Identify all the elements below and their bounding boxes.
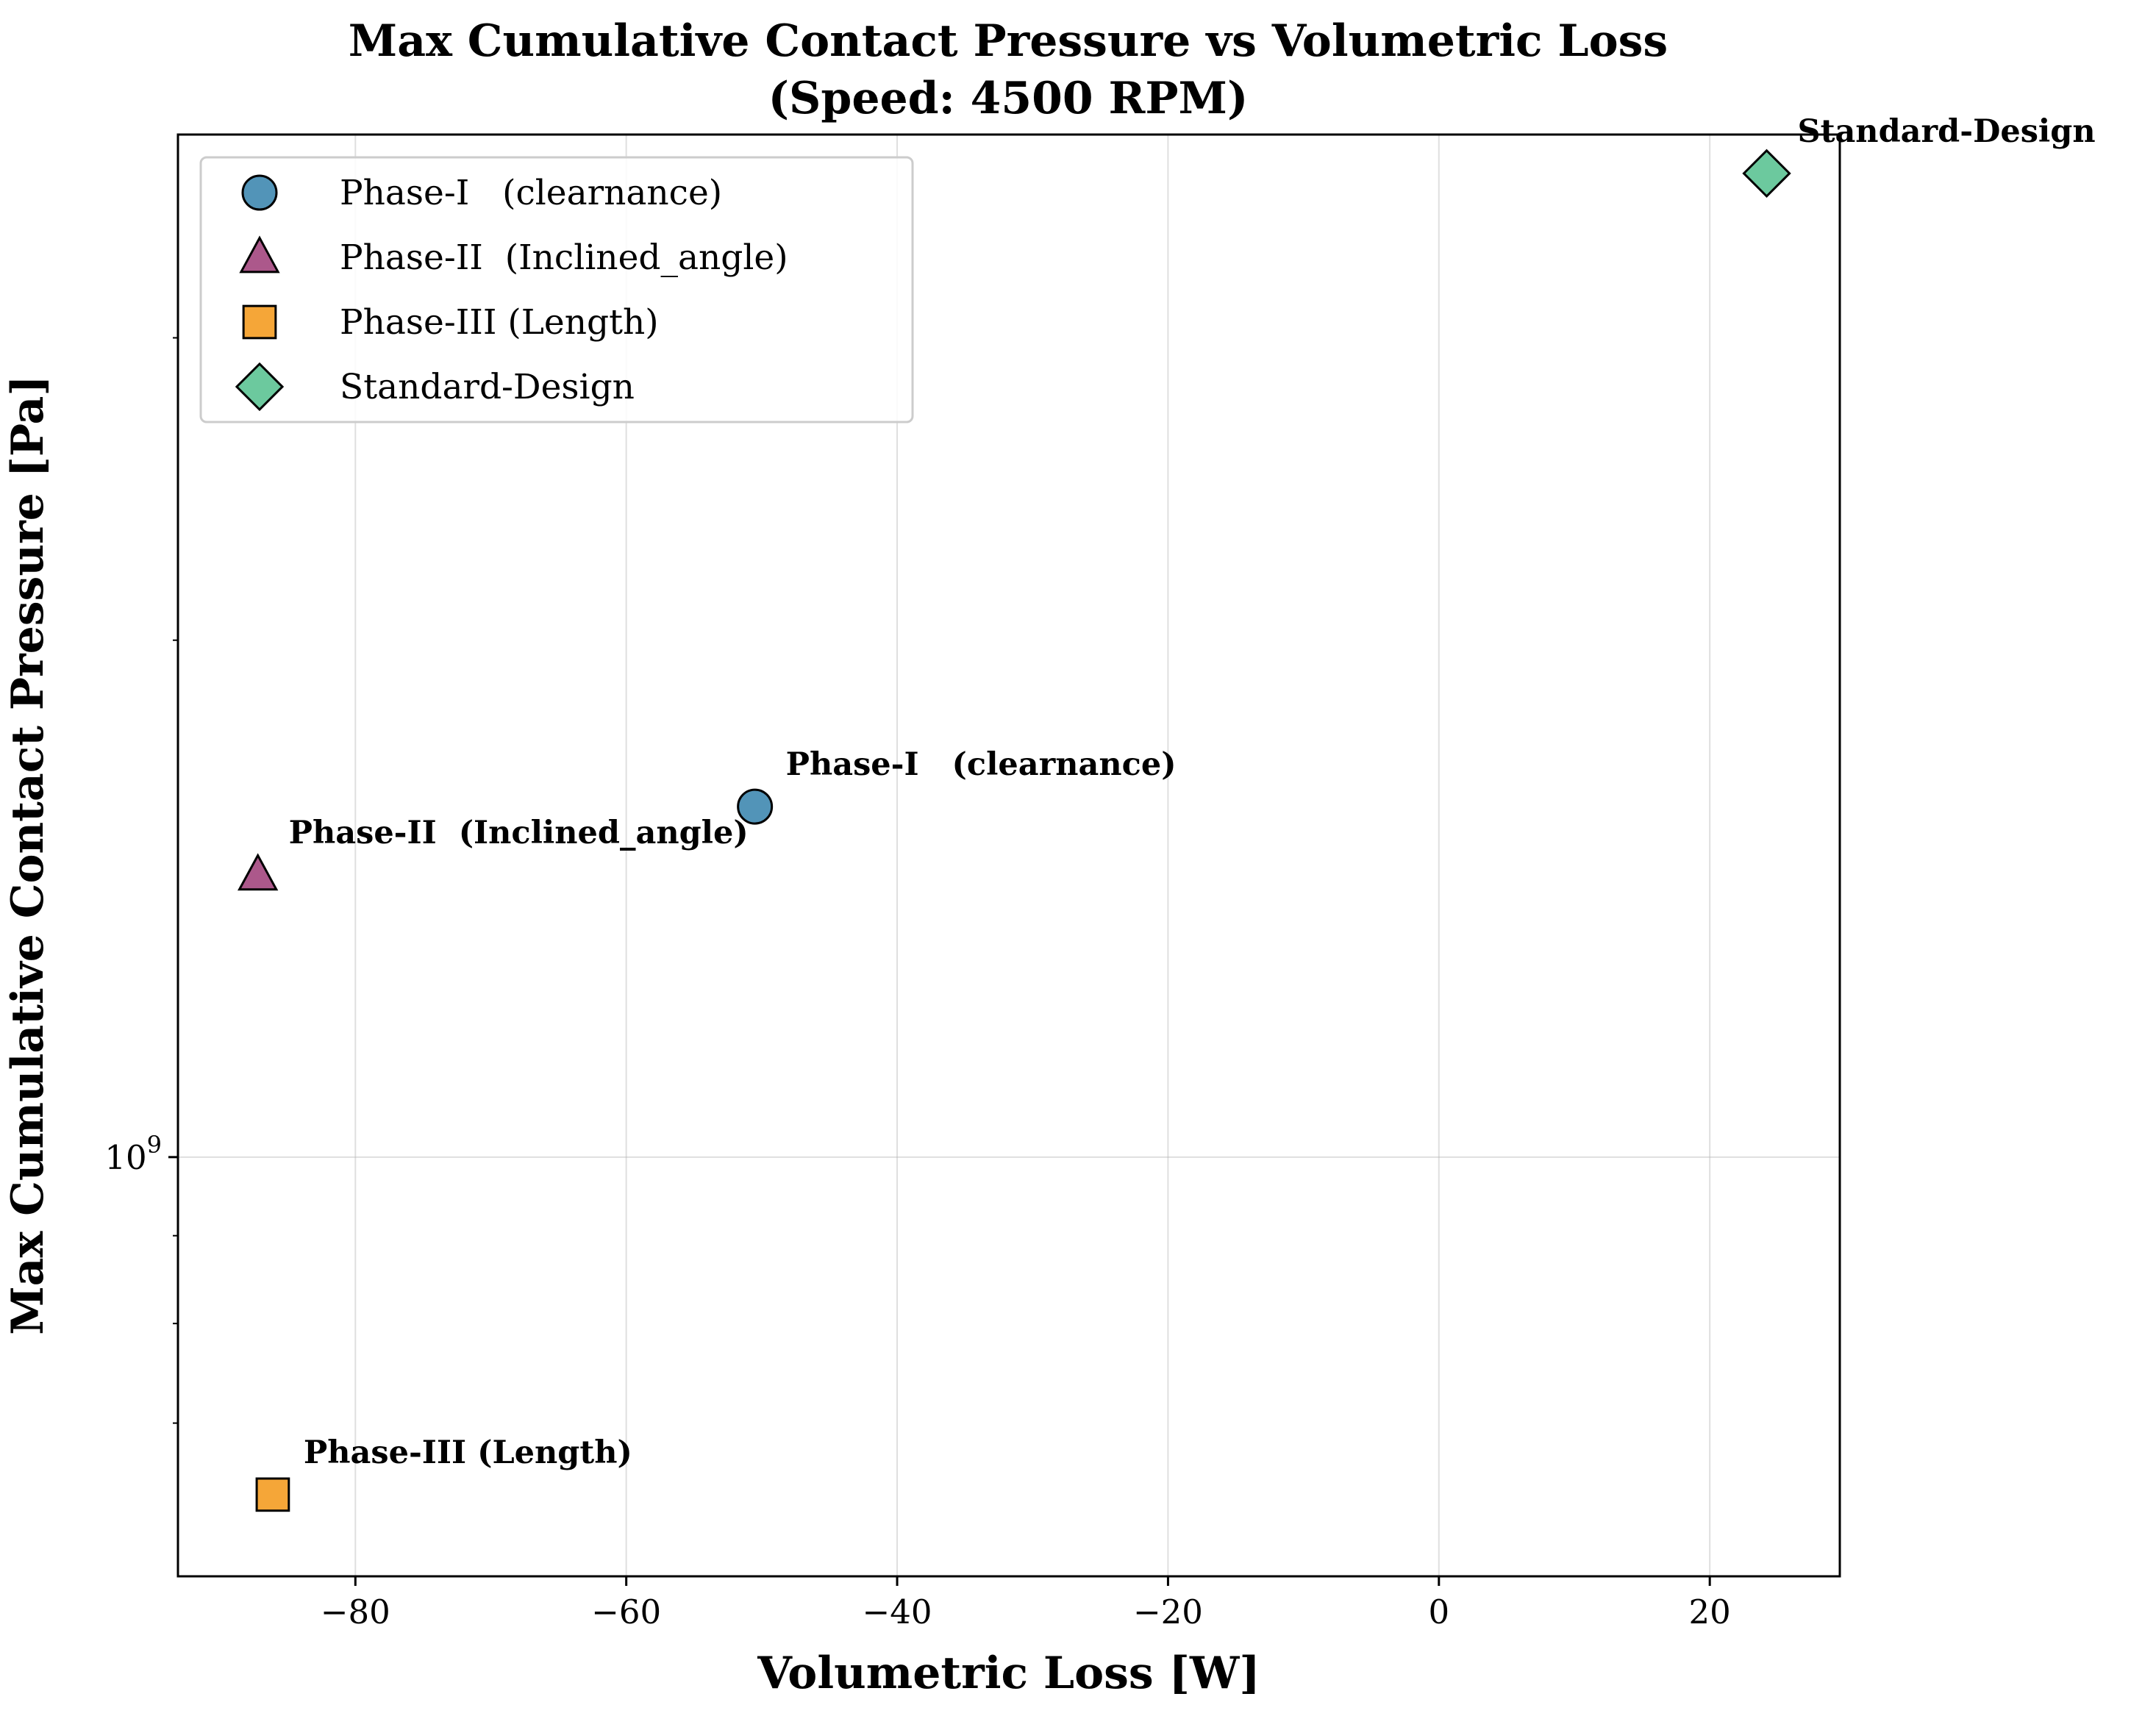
legend-label: Phase-II (Inclined_angle) (340, 237, 788, 278)
legend-label: Phase-III (Length) (340, 302, 659, 343)
data-markers (238, 149, 1791, 1512)
point-annotations: Phase-I (clearnance) Phase-II (Inclined_a… (289, 113, 2096, 1471)
data-point-circle (737, 788, 774, 825)
legend-label: Phase-I (clearnance) (340, 173, 722, 213)
data-point-square (255, 1477, 290, 1512)
legend-box (199, 156, 914, 423)
legend-marker-square (242, 304, 277, 340)
y-tick-label: 109 (104, 1131, 162, 1177)
legend-marker-diamond (235, 362, 285, 412)
data-point-triangle (238, 853, 279, 891)
x-tick-label: 0 (1428, 1592, 1449, 1631)
point-annotation: Phase-II (Inclined_angle) (289, 815, 749, 851)
legend-marker-triangle (239, 235, 280, 274)
y-axis-label: Max Cumulative Contact Pressure [Pa] (2, 375, 54, 1335)
point-annotation: Phase-III (Length) (304, 1434, 632, 1471)
axis-ticks: −80 −60 −40 −20 0 20 109 (104, 337, 1731, 1631)
chart-subtitle: (Speed: 4500 RPM) (768, 73, 1249, 124)
chart-title: Max Cumulative Contact Pressure vs Volum… (349, 15, 1668, 67)
x-tick-label: 20 (1689, 1592, 1731, 1631)
x-tick-label: −20 (1133, 1592, 1203, 1631)
data-point-diamond (1742, 149, 1791, 199)
x-tick-label: −60 (591, 1592, 661, 1631)
legend: Phase-I (clearnance) Phase-II (Inclined_a… (199, 156, 914, 423)
point-annotation: Phase-I (clearnance) (786, 746, 1177, 783)
legend-marker-circle (241, 174, 278, 211)
legend-label: Standard-Design (340, 367, 635, 407)
x-axis-label: Volumetric Loss [W] (757, 1648, 1260, 1699)
plot-area-frame (176, 133, 1841, 1578)
point-annotation: Standard-Design (1798, 113, 2096, 150)
x-tick-label: −80 (321, 1592, 390, 1631)
x-tick-label: −40 (863, 1592, 932, 1631)
